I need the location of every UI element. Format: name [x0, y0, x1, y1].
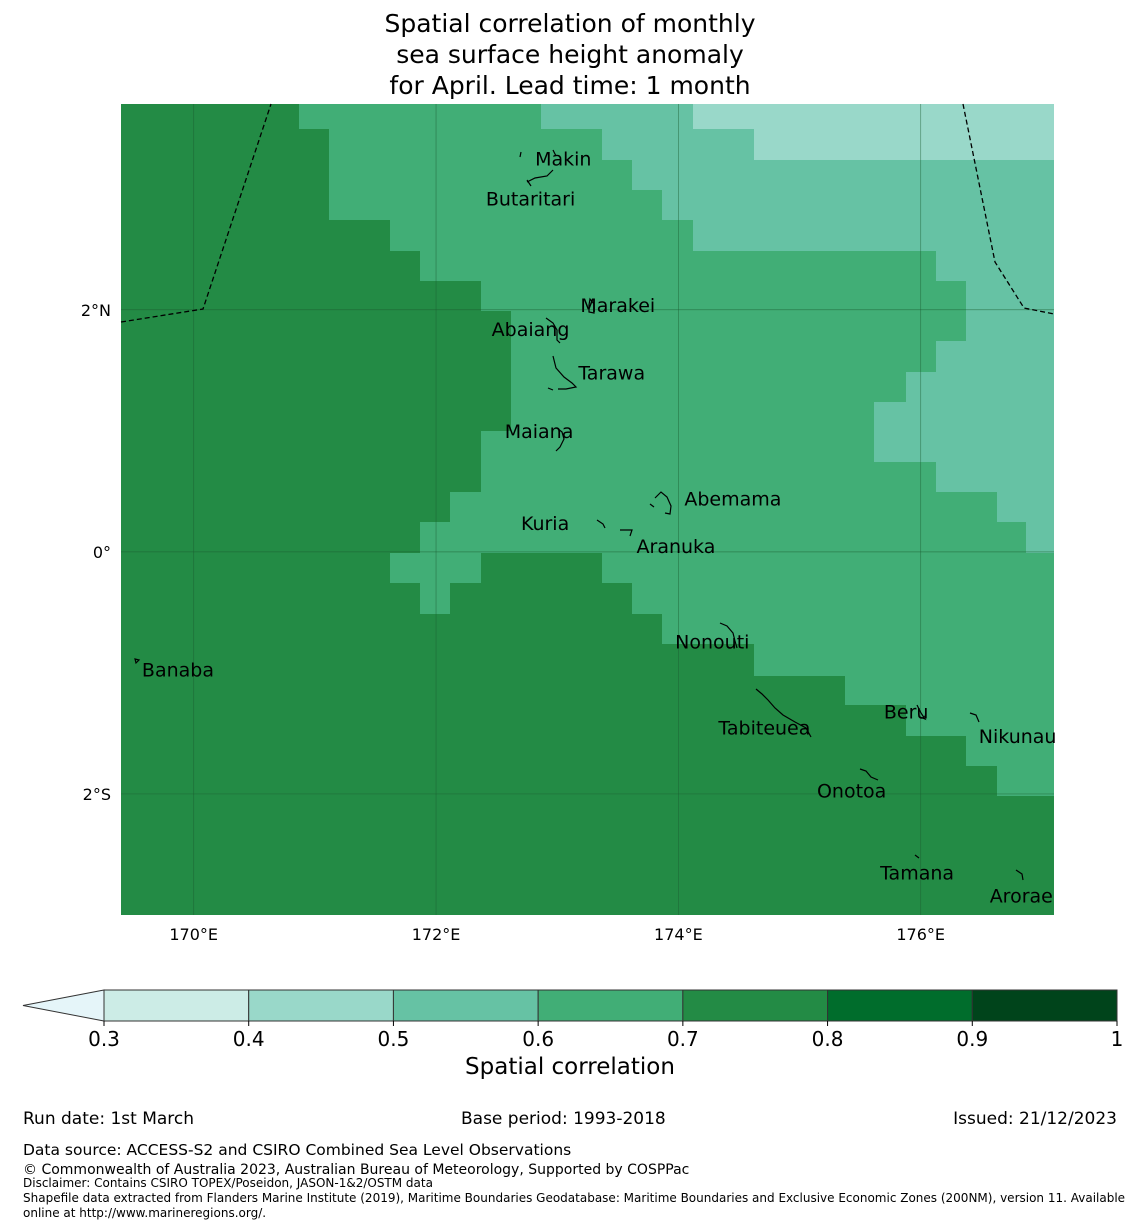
place-label-onotoa: Onotoa	[817, 780, 886, 802]
x-tick-label: 176°E	[896, 925, 945, 944]
y-tick-label: 2°N	[81, 301, 111, 320]
tamana-outline	[914, 854, 920, 859]
abaiang-outline	[545, 317, 561, 344]
colorbar-segment-3	[537, 989, 684, 1022]
nonouti-outline	[719, 622, 738, 649]
place-label-arorae: Arorae	[990, 886, 1053, 908]
eez-boundary-east	[962, 103, 1055, 315]
colorbar-segment-0	[103, 989, 250, 1022]
tabiteuea-outline	[755, 688, 812, 738]
y-tick-label: 2°S	[83, 785, 111, 804]
copyright: © Commonwealth of Australia 2023, Austra…	[23, 1162, 690, 1178]
colorbar-tick-label: 0.3	[88, 1027, 120, 1050]
place-label-tabiteuea: Tabiteuea	[717, 717, 810, 739]
title-line-2: sea surface height anomaly	[396, 40, 744, 69]
colorbar-segment-2	[392, 989, 539, 1022]
place-label-butaritari: Butaritari	[486, 188, 575, 210]
colorbar-tick-label: 0.7	[667, 1027, 699, 1050]
place-label-banaba: Banaba	[142, 659, 214, 681]
maiana-outline	[555, 427, 565, 452]
colorbar-segment-6	[971, 989, 1118, 1022]
abemama-outline	[649, 491, 672, 515]
x-tick-label: 170°E	[169, 925, 218, 944]
x-tick-label: 174°E	[654, 925, 703, 944]
place-labels: Makin Butaritari Marakei Abaiang Tarawa Maian…	[142, 148, 1057, 907]
place-label-tamana: Tamana	[879, 863, 954, 885]
place-label-maiana: Maiana	[505, 421, 574, 443]
banaba-outline	[134, 658, 141, 665]
graticule	[121, 104, 1054, 915]
nikunau-outline	[969, 712, 980, 723]
tarawa-outline	[547, 355, 578, 391]
makin-outline	[519, 149, 557, 158]
eez-boundary-west	[120, 103, 272, 323]
marakei-outline	[588, 297, 595, 314]
x-tick-label: 172°E	[412, 925, 461, 944]
place-label-makin: Makin	[535, 148, 591, 170]
colorbar-tick-label: 0.8	[812, 1027, 844, 1050]
map-svg: Makin Butaritari Marakei Abaiang Tarawa Maian…	[22, 103, 1124, 1050]
run-date: Run date: 1st March	[23, 1109, 195, 1129]
place-label-marakei: Marakei	[580, 295, 655, 317]
disclaimer: Disclaimer: Contains CSIRO TOPEX/Poseido…	[23, 1176, 433, 1190]
field-0.6-0.7	[299, 104, 1054, 796]
onotoa-outline	[859, 768, 879, 781]
colorbar-segment-5	[827, 989, 973, 1022]
title-line-3: for April. Lead time: 1 month	[389, 71, 751, 100]
kuria-outline	[596, 519, 606, 529]
field-0.4-0.5	[693, 104, 1054, 160]
colorbar-tick-label: 1	[1111, 1027, 1124, 1050]
shapefile-credit: Shapefile data extracted from Flanders M…	[23, 1191, 1126, 1220]
place-label-tarawa: Tarawa	[577, 363, 645, 385]
colorbar: 0.3 0.4 0.5 0.6 0.7 0.8 0.9 1	[22, 989, 1124, 1050]
colorbar-tick-label: 0.5	[378, 1027, 410, 1050]
data-source: Data source: ACCESS-S2 and CSIRO Combine…	[23, 1141, 572, 1159]
place-label-nonouti: Nonouti	[675, 631, 749, 653]
colorbar-segment-4	[682, 989, 829, 1022]
beru-outline	[916, 704, 927, 721]
title-line-1: Spatial correlation of monthly	[384, 9, 756, 38]
base-period: Base period: 1993-2018	[461, 1109, 666, 1129]
place-label-kuria: Kuria	[521, 513, 569, 535]
correlation-field	[121, 104, 1054, 915]
place-label-abemama: Abemama	[684, 489, 781, 511]
butaritari-outline	[526, 169, 554, 187]
chart-title: Spatial correlation of monthly sea surfa…	[0, 8, 1140, 101]
colorbar-tick-label: 0.9	[956, 1027, 988, 1050]
y-axis-ticks: 2°N 0° 2°S	[81, 301, 111, 804]
issued-date: Issued: 21/12/2023	[953, 1109, 1117, 1129]
field-0.5-0.6	[541, 104, 1054, 553]
colorbar-segment-1	[248, 989, 394, 1022]
y-tick-label: 0°	[93, 543, 111, 562]
place-label-beru: Beru	[884, 702, 929, 724]
eez-boundaries	[120, 103, 1055, 323]
aranuka-outline	[620, 529, 633, 537]
colorbar-label: Spatial correlation	[465, 1054, 675, 1080]
place-label-aranuka: Aranuka	[637, 536, 716, 558]
colorbar-tick-label: 0.6	[522, 1027, 554, 1050]
island-outlines	[134, 149, 1024, 881]
colorbar-extend-arrow	[22, 989, 105, 1022]
place-label-abaiang: Abaiang	[492, 319, 570, 341]
arorae-outline	[1015, 869, 1024, 881]
colorbar-tick-label: 0.4	[233, 1027, 265, 1050]
place-label-nikunau: Nikunau	[979, 726, 1057, 748]
x-axis-ticks: 170°E 172°E 174°E 176°E	[169, 925, 945, 944]
